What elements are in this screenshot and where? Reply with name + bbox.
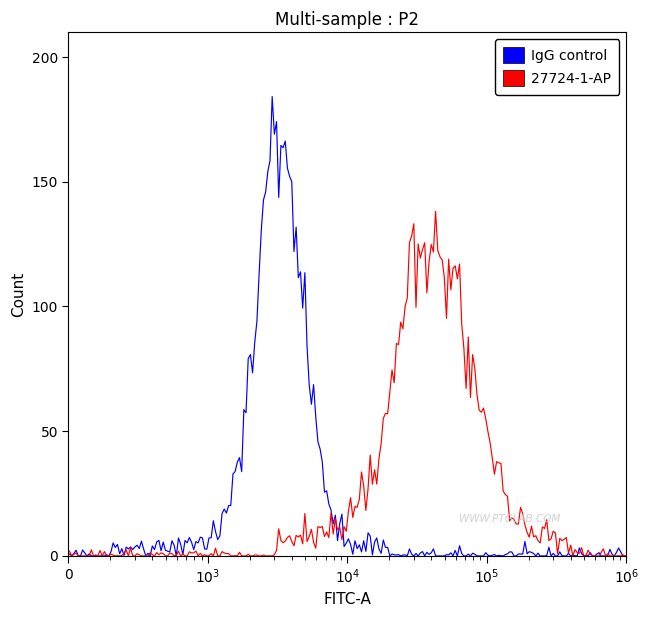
27724-1-AP bbox=[66, 548, 73, 555]
IgG control bbox=[621, 552, 629, 560]
IgG control bbox=[268, 93, 276, 100]
IgG control bbox=[344, 535, 352, 543]
27724-1-AP bbox=[279, 539, 287, 546]
Y-axis label: Count: Count bbox=[11, 271, 26, 316]
27724-1-AP bbox=[621, 552, 629, 560]
Line: 27724-1-AP: 27724-1-AP bbox=[70, 211, 625, 556]
27724-1-AP bbox=[309, 538, 317, 546]
27724-1-AP bbox=[272, 547, 280, 554]
IgG control bbox=[66, 551, 73, 558]
Title: Multi-sample : P2: Multi-sample : P2 bbox=[276, 11, 419, 29]
27724-1-AP bbox=[432, 208, 439, 215]
27724-1-AP bbox=[343, 528, 350, 535]
X-axis label: FITC-A: FITC-A bbox=[324, 592, 371, 607]
27724-1-AP bbox=[521, 521, 529, 528]
IgG control bbox=[312, 413, 320, 420]
27724-1-AP bbox=[68, 552, 75, 560]
Line: IgG control: IgG control bbox=[70, 96, 625, 556]
IgG control bbox=[242, 409, 250, 417]
IgG control bbox=[281, 137, 289, 145]
Legend: IgG control, 27724-1-AP: IgG control, 27724-1-AP bbox=[495, 39, 619, 95]
Text: WWW.PTGLAB.COM: WWW.PTGLAB.COM bbox=[459, 515, 560, 525]
IgG control bbox=[521, 538, 529, 545]
IgG control bbox=[275, 193, 283, 201]
IgG control bbox=[68, 552, 75, 560]
27724-1-AP bbox=[242, 552, 250, 560]
